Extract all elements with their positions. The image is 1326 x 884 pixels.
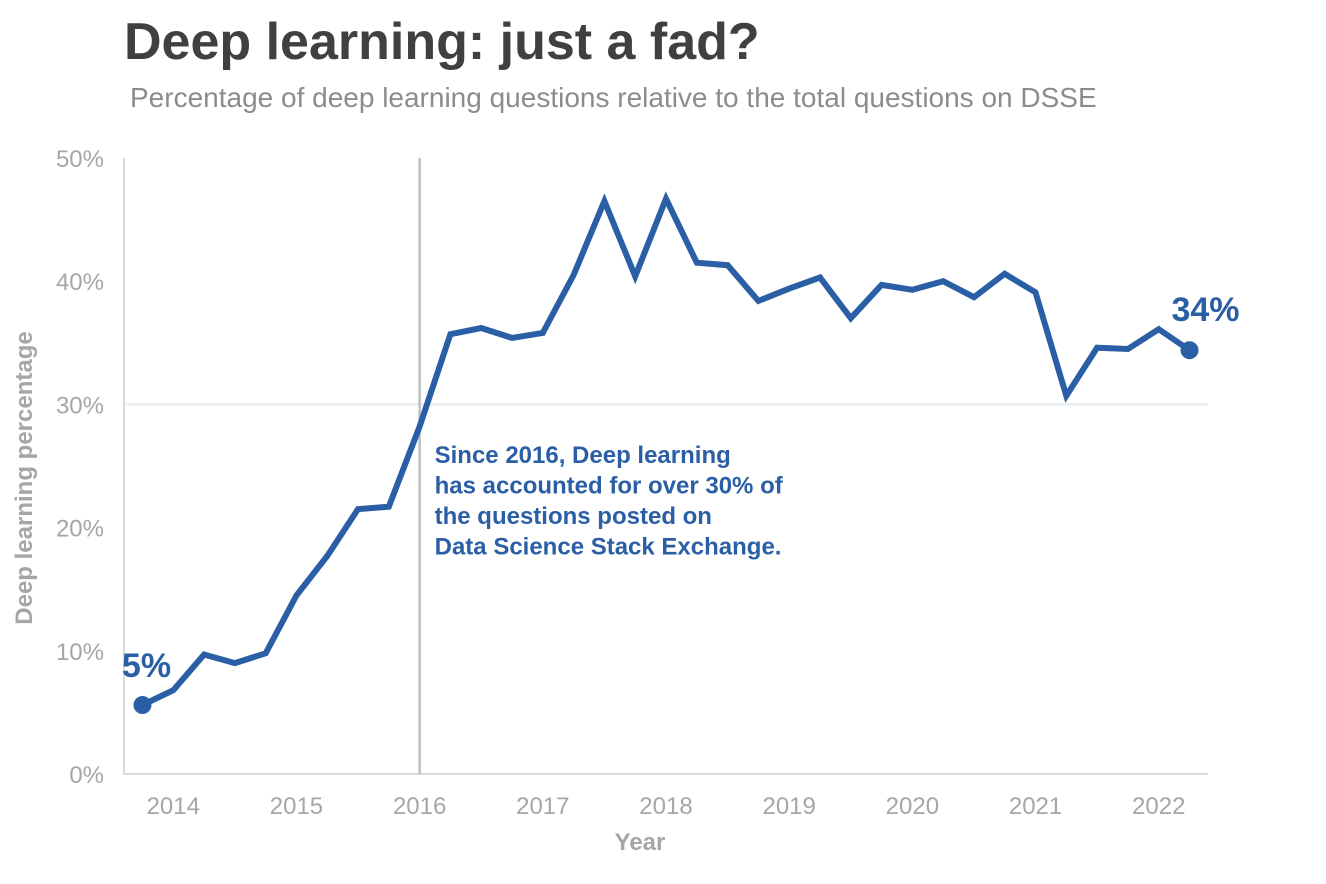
x-tick-label: 2017 xyxy=(516,793,569,820)
axes-group xyxy=(123,158,1208,775)
y-tick-label: 0% xyxy=(69,762,104,789)
y-tick-labels: 0% 10% 20% 30% 40% 50% xyxy=(56,146,104,789)
x-tick-label: 2019 xyxy=(762,793,815,820)
x-tick-label: 2014 xyxy=(147,793,200,820)
annotation-text: Since 2016, Deep learning has accounted f… xyxy=(435,442,784,561)
x-axis-title: Year xyxy=(615,829,666,856)
x-tick-labels: 2014 2015 2016 2017 2018 2019 2020 2021 2022 xyxy=(147,793,1186,820)
x-tick-label: 2020 xyxy=(886,793,939,820)
chart-title: Deep learning: just a fad? xyxy=(124,13,760,71)
end-point-marker xyxy=(1180,341,1199,360)
x-tick-label: 2016 xyxy=(393,793,446,820)
annotation-line: Since 2016, Deep learning xyxy=(435,442,731,469)
x-tick-label: 2022 xyxy=(1132,793,1185,820)
annotation-line: Data Science Stack Exchange. xyxy=(435,534,782,561)
start-point-marker xyxy=(133,696,152,715)
y-axis-title: Deep learning percentage xyxy=(11,331,38,624)
series-line xyxy=(141,191,1192,708)
end-value-label: 34% xyxy=(1171,291,1239,329)
y-tick-label: 50% xyxy=(56,146,104,173)
end-labels: 5% 34% xyxy=(122,291,1240,685)
x-tick-label: 2015 xyxy=(270,793,323,820)
start-value-label: 5% xyxy=(122,647,171,685)
y-tick-label: 30% xyxy=(56,392,104,419)
chart-subtitle: Percentage of deep learning questions re… xyxy=(130,82,1097,113)
y-tick-label: 40% xyxy=(56,269,104,296)
annotation-line: the questions posted on xyxy=(435,503,712,530)
annotation-line: has accounted for over 30% of xyxy=(435,473,784,500)
y-tick-label: 20% xyxy=(56,516,104,543)
series-group xyxy=(133,191,1199,715)
x-tick-label: 2018 xyxy=(639,793,692,820)
x-tick-label: 2021 xyxy=(1009,793,1062,820)
y-tick-label: 10% xyxy=(56,639,104,666)
